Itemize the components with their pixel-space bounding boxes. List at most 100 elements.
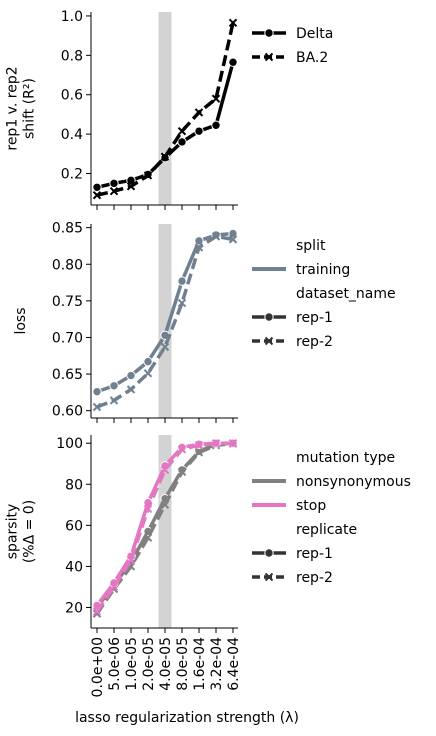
y-tick-label: 80 bbox=[65, 477, 83, 493]
data-point bbox=[177, 467, 187, 477]
data-point bbox=[143, 533, 153, 542]
series-line bbox=[95, 441, 233, 613]
data-point bbox=[143, 369, 153, 378]
x-axis-labels: 0.0e+00 5.0e-06 1.0e-05 2.0e-05 4.0e-05 8.0e-… bbox=[90, 637, 242, 698]
legend-marker bbox=[264, 52, 274, 62]
series-rep-1 bbox=[92, 228, 238, 397]
data-point bbox=[160, 500, 170, 510]
data-point bbox=[126, 385, 136, 394]
legend: mutation type nonsynonymous stop replicate r… bbox=[252, 450, 411, 586]
chart-panels: 0.2 0.4 0.6 0.8 1.0 rep1 v. rep2 shift (R²) Del… bbox=[5, 9, 411, 633]
data-point bbox=[160, 152, 170, 161]
data-point bbox=[160, 342, 170, 352]
data-point bbox=[194, 243, 204, 252]
legend-label: BA.2 bbox=[296, 50, 328, 66]
legend-label: rep-1 bbox=[296, 310, 333, 326]
data-point bbox=[211, 232, 221, 241]
x-tick-label: 1.0e-05 bbox=[124, 637, 140, 691]
y-tick-label: 0.6 bbox=[61, 88, 83, 104]
x-tick-label: 2.0e-05 bbox=[141, 637, 157, 691]
data-point bbox=[228, 439, 238, 448]
highlight-band bbox=[158, 12, 172, 205]
data-point bbox=[109, 187, 119, 196]
legend-marker bbox=[264, 572, 274, 582]
data-point bbox=[109, 381, 119, 391]
y-tick-label: 0.2 bbox=[61, 166, 83, 182]
legend-label: training bbox=[296, 262, 350, 278]
data-point bbox=[211, 94, 221, 103]
legend-marker bbox=[264, 312, 274, 322]
panel-1: 0.2 0.4 0.6 0.8 1.0 rep1 v. rep2 shift (R²) Del… bbox=[5, 9, 333, 210]
data-point bbox=[228, 18, 238, 28]
legend-label: rep-2 bbox=[296, 570, 333, 586]
highlight-band bbox=[158, 224, 172, 418]
y-tick-label: 0.65 bbox=[52, 367, 83, 383]
y-tick-label: 0.85 bbox=[52, 221, 83, 237]
data-point bbox=[177, 445, 187, 454]
data-point bbox=[211, 120, 221, 130]
series-ba.2 bbox=[92, 18, 238, 200]
data-point bbox=[143, 356, 153, 367]
y-axis-title: (%Δ = 0) bbox=[22, 500, 38, 563]
y-tick-label: 100 bbox=[56, 436, 83, 452]
data-point bbox=[194, 441, 204, 450]
data-point bbox=[109, 178, 119, 189]
y-axis-title: shift (R²) bbox=[22, 78, 38, 139]
y-tick-label: 40 bbox=[65, 559, 83, 575]
data-point bbox=[228, 57, 238, 67]
panel-3: 20 40 60 80 100 sparsity (%Δ = 0) mutation type… bbox=[5, 435, 411, 633]
legend-title: dataset_name bbox=[296, 286, 396, 302]
y-tick-label: 0.80 bbox=[52, 257, 83, 273]
x-tick-label: 6.4e-04 bbox=[226, 637, 242, 691]
data-point bbox=[211, 439, 221, 448]
data-point bbox=[194, 448, 204, 457]
data-point bbox=[177, 276, 187, 286]
data-point bbox=[228, 235, 238, 244]
series-rep-2 bbox=[92, 232, 238, 412]
legend-marker bbox=[264, 28, 274, 38]
series-stop-rep-2 bbox=[92, 439, 238, 616]
x-tick-label: 5.0e-06 bbox=[107, 637, 123, 691]
x-tick-label: 4.0e-05 bbox=[158, 637, 174, 691]
legend-title: split bbox=[296, 238, 326, 254]
y-tick-label: 0.8 bbox=[61, 48, 83, 64]
x-tick-label: 1.6e-04 bbox=[192, 637, 208, 691]
data-point bbox=[194, 236, 204, 246]
legend-label: nonsynonymous bbox=[296, 474, 411, 490]
data-point bbox=[92, 386, 102, 397]
legend: Delta BA.2 bbox=[252, 26, 333, 66]
x-tick-label: 8.0e-05 bbox=[175, 637, 191, 691]
y-tick-label: 60 bbox=[65, 518, 83, 534]
data-point bbox=[126, 370, 136, 381]
x-axis-title: lasso regularization strength (λ) bbox=[75, 710, 299, 726]
data-point bbox=[143, 504, 153, 514]
series-line bbox=[96, 234, 234, 409]
data-point bbox=[177, 137, 187, 147]
legend: split training dataset_name rep-1 rep-2 bbox=[252, 238, 396, 350]
panel-2: 0.60 0.65 0.70 0.75 0.80 0.85 loss split trainin… bbox=[13, 221, 396, 423]
data-point bbox=[92, 402, 102, 412]
y-tick-label: 0.70 bbox=[52, 330, 83, 346]
data-point bbox=[194, 126, 204, 136]
data-point bbox=[92, 190, 102, 200]
legend-label: Delta bbox=[296, 26, 333, 42]
y-tick-label: 0.4 bbox=[61, 127, 83, 143]
highlight-band bbox=[158, 435, 172, 628]
data-point bbox=[109, 396, 119, 405]
x-tick-label: 3.2e-04 bbox=[209, 637, 225, 691]
y-axis-title: sparsity bbox=[5, 504, 21, 559]
legend-title: mutation type bbox=[296, 450, 395, 466]
legend-marker bbox=[264, 336, 274, 346]
data-point bbox=[177, 126, 187, 136]
data-point bbox=[126, 556, 136, 565]
y-tick-label: 20 bbox=[65, 600, 83, 616]
y-axis-title: loss bbox=[13, 307, 29, 334]
data-point bbox=[143, 171, 153, 180]
x-tick-label: 0.0e+00 bbox=[90, 637, 106, 697]
data-point bbox=[194, 108, 204, 117]
data-point bbox=[160, 465, 170, 475]
y-tick-label: 0.75 bbox=[52, 294, 83, 310]
legend-label: rep-2 bbox=[296, 334, 333, 350]
data-point bbox=[92, 607, 102, 616]
legend-title: replicate bbox=[296, 522, 357, 538]
